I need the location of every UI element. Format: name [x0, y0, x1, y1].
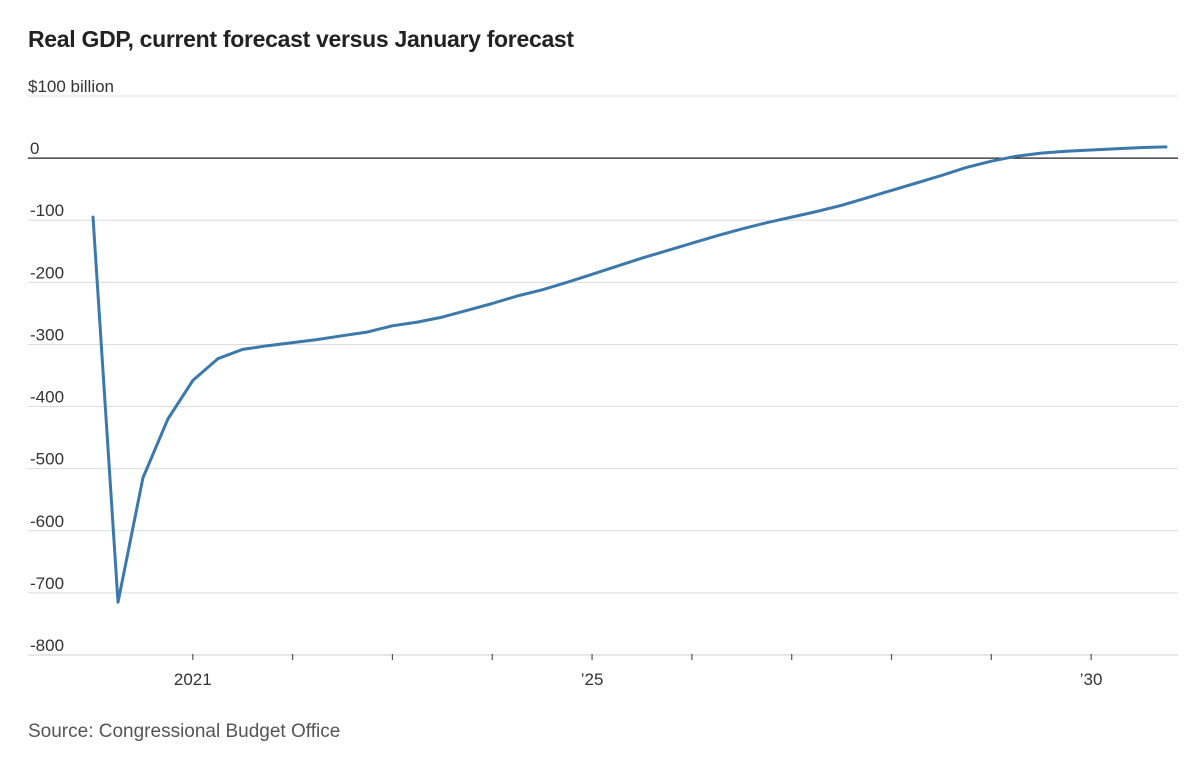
x-tick-label: ’25 [581, 670, 604, 689]
y-tick-label: -400 [30, 388, 64, 407]
series-layer [91, 145, 1168, 604]
y-tick-label: -100 [30, 201, 64, 220]
chart-title: Real GDP, current forecast versus Januar… [28, 26, 574, 52]
y-tick-label: -500 [30, 450, 64, 469]
y-tick-label: 0 [30, 139, 39, 158]
source-note: Source: Congressional Budget Office [28, 721, 341, 742]
x-axis: 2021 ’25 ’30 [28, 654, 1178, 689]
y-tick-label: -300 [30, 325, 64, 344]
y-tick-label: -700 [30, 574, 64, 593]
series-line-0 [91, 145, 1168, 604]
y-tick-label: -800 [30, 636, 64, 655]
x-tick-label: 2021 [174, 670, 212, 689]
y-tick-label: -200 [30, 263, 64, 282]
y-tick-label: -600 [30, 512, 64, 531]
x-tick-label: ’30 [1080, 670, 1103, 689]
y-unit-label: $100 billion [28, 77, 114, 96]
y-axis: 0 -100 -200 -300 -400 -500 -600 -700 -800 $100 bi… [28, 77, 114, 655]
